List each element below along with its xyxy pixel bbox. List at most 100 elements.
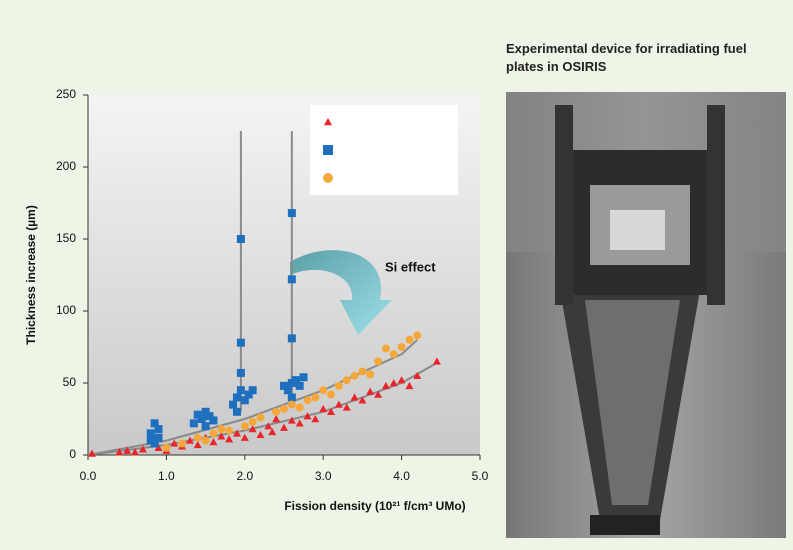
point <box>280 381 288 390</box>
point <box>413 331 422 340</box>
point <box>287 416 296 424</box>
point <box>342 376 351 385</box>
y-tick-label: 200 <box>56 159 76 173</box>
point <box>358 396 367 404</box>
point <box>405 381 414 390</box>
photo <box>506 92 786 538</box>
point <box>146 429 155 438</box>
point <box>280 423 288 431</box>
point <box>381 381 390 390</box>
point <box>232 393 241 402</box>
point <box>311 393 320 402</box>
point <box>209 416 218 425</box>
point <box>193 410 202 419</box>
si-effect-arrow <box>290 250 392 335</box>
point <box>217 425 226 434</box>
legend-marker <box>323 145 333 155</box>
point <box>170 439 179 447</box>
point <box>272 407 281 416</box>
point <box>350 371 359 380</box>
point <box>240 396 249 405</box>
y-tick-label: 0 <box>69 447 76 461</box>
point <box>178 439 187 448</box>
point <box>236 386 245 395</box>
point <box>236 368 245 377</box>
point <box>244 390 253 399</box>
point <box>138 445 147 453</box>
point <box>193 440 202 449</box>
point <box>154 425 163 434</box>
point <box>229 400 238 409</box>
point <box>115 448 124 456</box>
x-tick-label: 5.0 <box>472 469 489 483</box>
point <box>389 350 398 359</box>
point <box>209 429 218 438</box>
point <box>123 446 132 454</box>
point <box>397 343 406 351</box>
point <box>193 433 202 442</box>
point <box>209 438 218 446</box>
x-tick-label: 2.0 <box>236 469 253 483</box>
point <box>432 357 441 365</box>
point <box>201 422 210 431</box>
point <box>334 400 343 408</box>
point <box>268 427 277 436</box>
point <box>150 439 159 448</box>
point <box>225 426 234 435</box>
point <box>240 422 249 431</box>
point <box>197 415 206 423</box>
point <box>150 419 159 428</box>
point <box>374 357 383 366</box>
point <box>287 334 296 343</box>
point <box>154 433 163 442</box>
photo-caption: Experimental device for irradiating fuel… <box>506 41 747 74</box>
point <box>240 433 249 441</box>
point <box>248 386 257 395</box>
point <box>291 376 300 385</box>
point <box>280 404 288 413</box>
point <box>256 430 265 439</box>
annotation: Si effect <box>385 259 436 274</box>
y-tick-label: 250 <box>56 87 76 101</box>
point <box>342 403 351 411</box>
point <box>366 370 375 379</box>
x-tick-label: 4.0 <box>393 469 410 483</box>
point <box>381 344 390 353</box>
point <box>205 412 214 421</box>
point <box>334 381 343 390</box>
point <box>201 436 210 445</box>
x-tick-label: 3.0 <box>315 469 332 483</box>
point <box>87 449 96 457</box>
x-tick-label: 0.0 <box>80 469 97 483</box>
point <box>299 373 308 382</box>
x-axis-label: Fission density (10²¹ f/cm³ UMo) <box>284 499 465 513</box>
point <box>413 371 422 379</box>
point <box>303 412 312 420</box>
point <box>389 379 398 387</box>
point <box>287 209 296 218</box>
point <box>256 413 265 422</box>
point <box>272 415 281 423</box>
point <box>217 432 226 440</box>
y-tick-label: 50 <box>63 375 77 389</box>
point <box>225 435 234 443</box>
point <box>358 367 367 376</box>
point <box>319 404 328 413</box>
point <box>162 443 171 452</box>
point <box>311 415 320 423</box>
point <box>295 403 304 412</box>
y-tick-label: 150 <box>56 231 76 245</box>
point <box>374 390 383 398</box>
point <box>248 417 257 426</box>
legend <box>310 105 458 195</box>
point <box>287 400 296 409</box>
point <box>295 381 304 390</box>
legend-marker <box>324 118 332 126</box>
point <box>327 407 336 415</box>
point <box>283 386 292 395</box>
point <box>232 429 241 437</box>
y-axis-label: Thickness increase (µm) <box>24 205 38 345</box>
point <box>264 422 273 430</box>
point <box>185 436 194 444</box>
